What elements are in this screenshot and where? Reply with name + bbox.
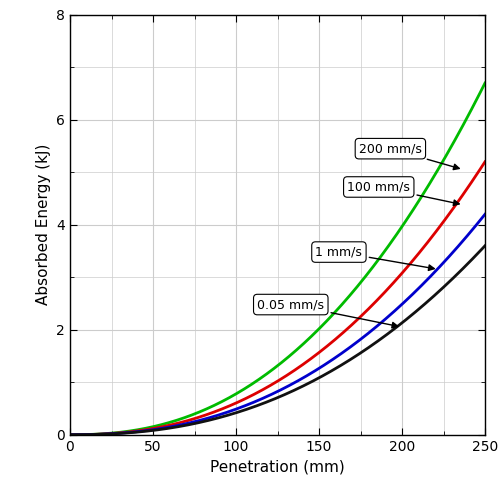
- Text: 200 mm/s: 200 mm/s: [359, 142, 460, 169]
- Text: 100 mm/s: 100 mm/s: [348, 180, 459, 206]
- Text: 1 mm/s: 1 mm/s: [316, 246, 434, 270]
- Y-axis label: Absorbed Energy (kJ): Absorbed Energy (kJ): [36, 144, 51, 305]
- X-axis label: Penetration (mm): Penetration (mm): [210, 459, 345, 474]
- Text: 0.05 mm/s: 0.05 mm/s: [258, 298, 398, 328]
